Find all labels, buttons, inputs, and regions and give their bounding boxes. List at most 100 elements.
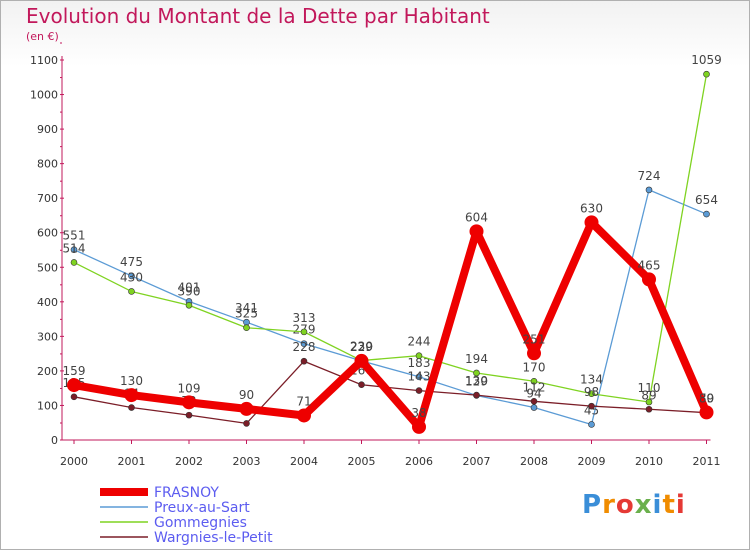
data-point bbox=[645, 398, 653, 406]
data-point bbox=[473, 369, 480, 377]
y-tick-label: 700 bbox=[37, 192, 58, 205]
data-label: 604 bbox=[465, 210, 488, 224]
data-point bbox=[530, 377, 538, 385]
data-point bbox=[243, 420, 250, 427]
legend-label: Gommegnies bbox=[154, 515, 247, 531]
legend-label: Preux-au-Sart bbox=[154, 500, 250, 516]
y-tick-label: 1000 bbox=[30, 89, 58, 102]
data-label: 229 bbox=[350, 340, 373, 354]
legend-label: Wargnies-le-Petit bbox=[154, 530, 273, 546]
x-tick-label: 2000 bbox=[60, 455, 88, 468]
y-tick-label: 600 bbox=[37, 227, 58, 240]
data-point bbox=[645, 405, 653, 413]
data-point bbox=[239, 401, 254, 416]
data-point bbox=[415, 352, 423, 360]
series-line-frasnoy bbox=[73, 218, 711, 431]
data-label: 401 bbox=[178, 280, 201, 294]
data-point bbox=[642, 272, 656, 287]
data-point bbox=[469, 224, 484, 239]
data-point bbox=[185, 411, 193, 419]
data-label: 130 bbox=[120, 374, 143, 388]
x-tick-label: 2008 bbox=[520, 455, 548, 468]
data-label: 341 bbox=[235, 301, 258, 315]
x-tick-label: 2011 bbox=[693, 455, 721, 468]
data-point bbox=[182, 395, 196, 410]
data-label: 228 bbox=[293, 340, 316, 354]
x-tick-label: 2003 bbox=[233, 455, 261, 468]
data-label: 71 bbox=[296, 394, 311, 408]
data-label: 170 bbox=[523, 360, 546, 374]
data-label: 110 bbox=[638, 381, 661, 395]
data-point bbox=[297, 408, 311, 423]
x-tick-label: 2009 bbox=[578, 455, 606, 468]
proxiti-logo: Proxiti bbox=[582, 490, 686, 520]
logo-letter: i bbox=[675, 490, 686, 520]
data-label: 183 bbox=[408, 356, 431, 370]
logo-letter: t bbox=[662, 490, 676, 520]
logo-letter: x bbox=[634, 490, 653, 520]
data-label: 724 bbox=[638, 169, 661, 183]
data-label: 130 bbox=[465, 374, 488, 388]
logo-letter: o bbox=[615, 490, 635, 520]
data-point bbox=[243, 324, 250, 332]
data-point bbox=[358, 381, 365, 389]
data-point bbox=[70, 259, 78, 266]
data-point bbox=[415, 387, 423, 394]
data-label: 551 bbox=[63, 229, 86, 243]
data-label: 94 bbox=[526, 387, 541, 401]
x-tick-label: 2007 bbox=[463, 455, 491, 468]
data-label: 129 bbox=[465, 374, 488, 388]
data-label: 390 bbox=[178, 284, 201, 298]
data-point bbox=[67, 378, 81, 393]
data-point bbox=[584, 215, 599, 230]
chart-title: Evolution du Montant de la Dette par Hab… bbox=[26, 4, 490, 28]
data-point bbox=[588, 402, 595, 410]
y-tick-label: 900 bbox=[37, 123, 58, 136]
data-label: 109 bbox=[178, 381, 201, 395]
data-label: 313 bbox=[293, 311, 316, 325]
data-point bbox=[645, 186, 653, 194]
data-point bbox=[300, 357, 308, 365]
series-line-wargnies-le-petit bbox=[73, 360, 707, 425]
data-label: 90 bbox=[239, 388, 254, 402]
data-point bbox=[588, 390, 595, 398]
data-point bbox=[473, 391, 480, 399]
y-tick-label: 400 bbox=[37, 296, 58, 309]
data-label: 325 bbox=[235, 307, 258, 321]
data-label: 1059 bbox=[691, 53, 722, 67]
x-tick-label: 2005 bbox=[348, 455, 376, 468]
data-label: 98 bbox=[584, 385, 599, 399]
data-point bbox=[527, 346, 541, 361]
x-tick-label: 2001 bbox=[118, 455, 146, 468]
data-point bbox=[128, 404, 135, 411]
data-point bbox=[530, 404, 538, 411]
data-label: 654 bbox=[695, 193, 718, 207]
series-line-preux-au-sart bbox=[73, 189, 707, 426]
y-tick-label: 500 bbox=[37, 261, 58, 274]
data-label: 244 bbox=[408, 335, 431, 349]
data-point bbox=[703, 70, 710, 78]
y-tick-label: 1100 bbox=[30, 54, 58, 67]
data-point bbox=[703, 210, 710, 218]
data-label: 159 bbox=[63, 364, 86, 378]
data-point bbox=[300, 340, 308, 347]
data-label: 475 bbox=[120, 255, 143, 269]
data-point bbox=[128, 288, 135, 295]
data-label: 112 bbox=[523, 380, 546, 394]
data-point bbox=[300, 328, 308, 336]
x-tick-label: 2002 bbox=[175, 455, 203, 468]
data-label: 230 bbox=[350, 340, 373, 354]
data-point bbox=[412, 419, 426, 434]
data-label: 630 bbox=[580, 201, 603, 215]
y-tick-label: 0 bbox=[51, 434, 58, 447]
series-line-gommegnies bbox=[73, 74, 708, 403]
y-tick-label: 200 bbox=[37, 365, 58, 378]
data-label: 89 bbox=[641, 388, 656, 402]
logo-letter: P bbox=[582, 490, 603, 520]
data-point bbox=[70, 246, 78, 253]
logo-letter: r bbox=[602, 490, 616, 520]
data-label: 465 bbox=[638, 258, 661, 272]
x-tick-label: 2004 bbox=[290, 455, 318, 468]
data-label: 251 bbox=[523, 332, 546, 346]
